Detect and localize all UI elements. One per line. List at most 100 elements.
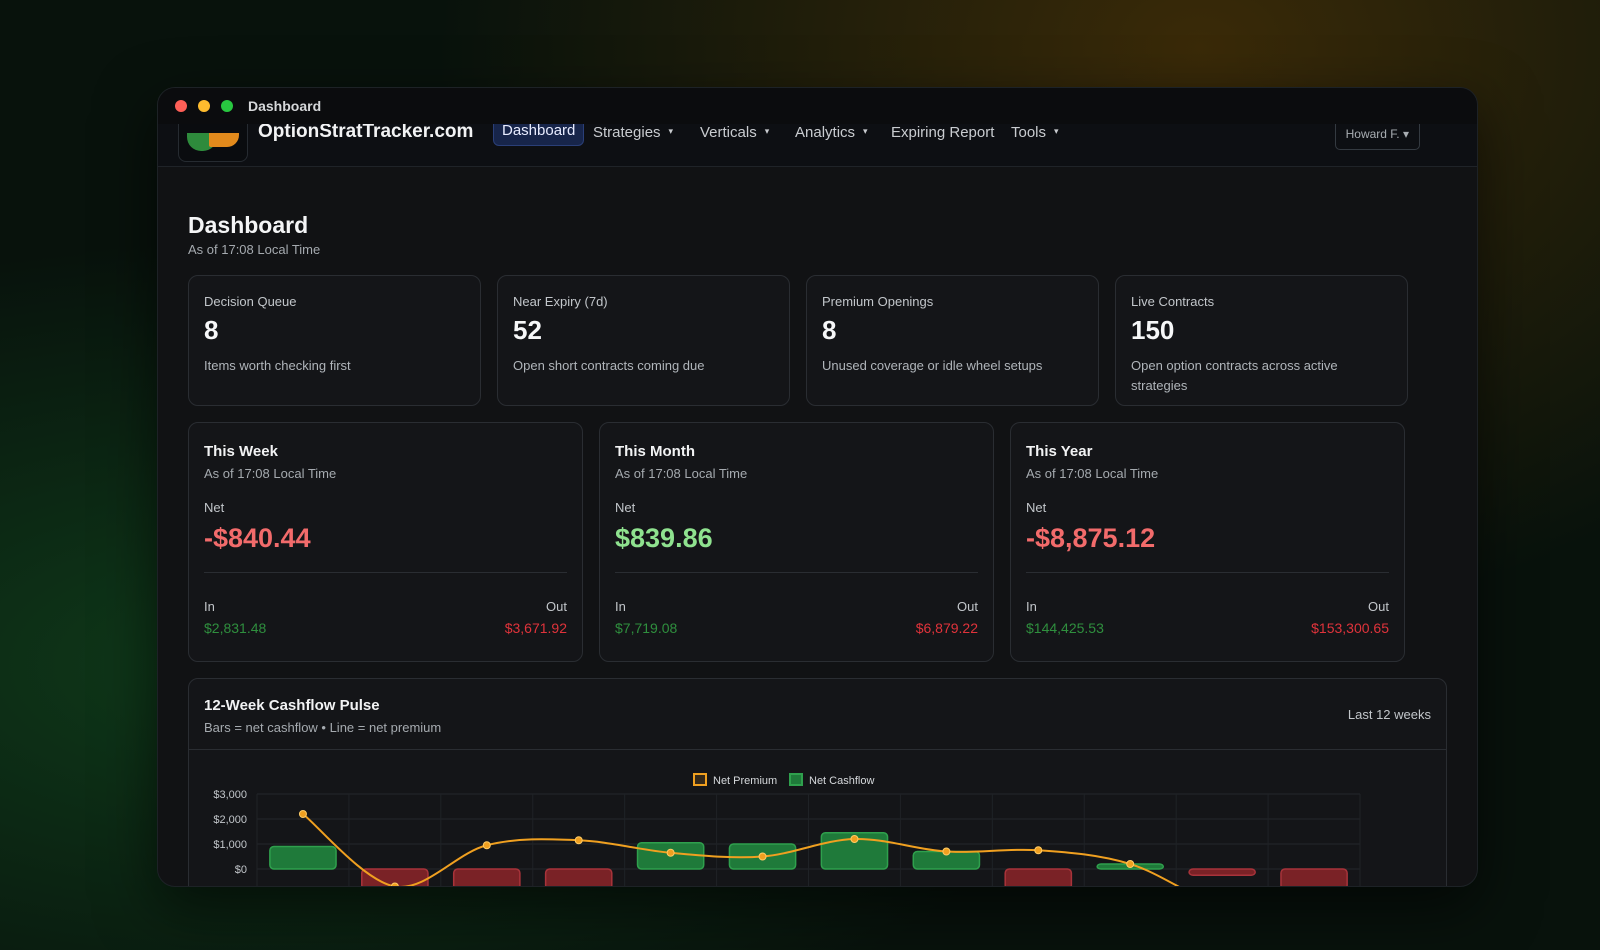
y-tick-label: $3,000 <box>213 789 247 801</box>
legend-swatch-net-premium <box>693 773 707 786</box>
divider <box>204 572 567 573</box>
nav-item-tools[interactable]: Tools ▾ <box>1011 124 1059 141</box>
in-label: In <box>204 599 215 614</box>
net-label: Net <box>204 500 225 515</box>
stat-description: Unused coverage or idle wheel setups <box>822 358 1043 373</box>
cashflow-bar <box>544 868 613 886</box>
stat-card-decision-queue[interactable]: Decision Queue 8 Items worth checking fi… <box>188 275 481 406</box>
nav-item-analytics[interactable]: Analytics ▾ <box>795 124 868 141</box>
chevron-down-icon: ▾ <box>668 126 674 136</box>
cashflow-bar <box>452 868 521 886</box>
nav-item-label: Verticals <box>700 124 757 141</box>
stat-description: Items worth checking first <box>204 358 351 373</box>
chart-subtitle: Bars = net cashflow • Line = net premium <box>204 720 442 735</box>
out-label: Out <box>957 599 978 614</box>
minimize-window-button[interactable] <box>198 100 210 112</box>
net-premium-point <box>298 810 307 818</box>
nav-item-label: Strategies <box>593 124 661 141</box>
out-label: Out <box>1368 599 1389 614</box>
net-premium-point <box>850 835 859 843</box>
cashflow-bar <box>820 832 889 870</box>
stat-label: Near Expiry (7d) <box>513 294 608 309</box>
net-label: Net <box>1026 500 1047 515</box>
chart-header: 12-Week Cashflow Pulse Bars = net cashfl… <box>189 679 1446 750</box>
chevron-down-icon: ▾ <box>1054 126 1059 136</box>
period-subtitle: As of 17:08 Local Time <box>1026 466 1159 481</box>
legend-swatch-net-cashflow <box>789 773 803 786</box>
stat-label: Decision Queue <box>204 294 297 309</box>
cashflow-bar <box>1004 868 1073 886</box>
nav-item-label: Expiring Report <box>891 124 995 141</box>
stat-value: 8 <box>822 315 837 345</box>
chevron-down-icon: ▾ <box>764 126 770 136</box>
period-card-week: This Week As of 17:08 Local Time Net -$8… <box>188 422 583 662</box>
nav-item-strategies[interactable]: Strategies ▾ <box>593 124 673 141</box>
cashflow-bar <box>1188 868 1256 876</box>
divider <box>615 572 978 573</box>
stat-description: Open option contracts across active stra… <box>1131 358 1338 393</box>
in-label: In <box>615 599 626 614</box>
user-menu-button[interactable]: Howard F. ▾ <box>1334 124 1420 150</box>
stat-card-premium-openings[interactable]: Premium Openings 8 Unused coverage or id… <box>806 275 1099 406</box>
brand-logo-icon[interactable] <box>178 124 248 162</box>
period-subtitle: As of 17:08 Local Time <box>615 466 748 481</box>
chevron-down-icon: ▾ <box>863 126 868 136</box>
title-bar: Dashboard <box>158 88 1477 124</box>
nav-item-dashboard[interactable]: Dashboard <box>493 124 585 146</box>
in-value: $7,719.08 <box>615 620 678 636</box>
out-value: $153,300.65 <box>1311 620 1389 636</box>
legend-label-net-cashflow: Net Cashflow <box>809 775 874 787</box>
net-premium-point <box>758 852 767 861</box>
net-value: -$840.44 <box>204 523 311 553</box>
cashflow-chart: $3,000 $2,000 $1,000 $0 Net Premium Net Cashf… <box>213 773 1361 886</box>
stat-card-near-expiry[interactable]: Near Expiry (7d) 52 Open short contracts… <box>497 275 790 406</box>
cashflow-bar <box>1280 868 1348 886</box>
nav-item-verticals[interactable]: Verticals ▾ <box>700 124 769 141</box>
stats-row: Decision Queue 8 Items worth checking fi… <box>188 275 1447 406</box>
period-card-year: This Year As of 17:08 Local Time Net -$8… <box>1010 422 1405 662</box>
legend-label-net-premium: Net Premium <box>713 775 777 787</box>
net-premium-line <box>302 813 1180 886</box>
stat-value: 150 <box>1131 315 1175 345</box>
app-window: Dashboard OptionStratTracker.com Dashboa… <box>157 87 1478 887</box>
net-premium-point <box>574 836 583 845</box>
in-value: $2,831.48 <box>204 620 267 636</box>
main-content: Dashboard As of 17:08 Local Time Decisio… <box>158 212 1477 886</box>
out-label: Out <box>546 599 567 614</box>
period-title: This Week <box>204 443 278 460</box>
brand-name[interactable]: OptionStratTracker.com <box>258 124 474 142</box>
stat-value: 8 <box>204 315 219 345</box>
nav-item-label: Analytics <box>795 124 856 141</box>
net-premium-point <box>942 847 951 856</box>
y-tick-label: $2,000 <box>213 814 247 826</box>
stat-description: Open short contracts coming due <box>513 358 705 373</box>
period-card-month: This Month As of 17:08 Local Time Net $8… <box>599 422 994 662</box>
top-navbar: OptionStratTracker.com Dashboard Strateg… <box>158 124 1477 167</box>
nav-item-label: Dashboard <box>502 124 576 139</box>
stat-label: Live Contracts <box>1131 294 1215 309</box>
out-value: $6,879.22 <box>915 620 978 636</box>
period-summary-row: This Week As of 17:08 Local Time Net -$8… <box>188 422 1447 662</box>
cashflow-chart-card: 12-Week Cashflow Pulse Bars = net cashfl… <box>188 678 1447 886</box>
cashflow-bar <box>269 845 337 870</box>
period-title: This Month <box>615 443 695 460</box>
divider <box>1026 572 1389 573</box>
in-value: $144,425.53 <box>1026 620 1104 636</box>
chart-title: 12-Week Cashflow Pulse <box>204 697 380 714</box>
stat-label: Premium Openings <box>822 294 934 309</box>
net-premium-point <box>666 848 675 857</box>
net-premium-point <box>482 841 491 850</box>
net-premium-point <box>1034 846 1043 855</box>
net-value: $839.86 <box>615 523 713 553</box>
net-premium-point <box>390 882 399 886</box>
period-subtitle: As of 17:08 Local Time <box>204 466 337 481</box>
maximize-window-button[interactable] <box>221 100 233 112</box>
net-label: Net <box>615 500 636 515</box>
nav-item-expiring-report[interactable]: Expiring Report <box>891 124 994 141</box>
close-window-button[interactable] <box>175 100 187 112</box>
net-premium-point <box>1126 860 1135 868</box>
stat-card-live-contracts[interactable]: Live Contracts 150 Open option contracts… <box>1115 275 1408 406</box>
out-value: $3,671.92 <box>504 620 567 636</box>
net-value: -$8,875.12 <box>1026 523 1156 553</box>
y-tick-label: $0 <box>235 864 247 876</box>
